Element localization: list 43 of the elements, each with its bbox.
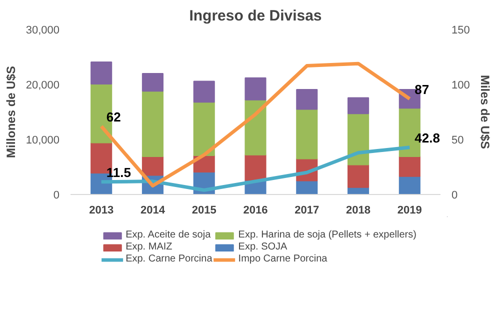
x-tick-label: 2013 <box>89 204 114 216</box>
legend-label: Impo Carne Porcina <box>238 254 328 264</box>
bar <box>296 108 318 160</box>
x-tick-label: 2018 <box>346 204 371 216</box>
y2-tick-label: 0 <box>452 190 458 202</box>
y-tick-label: 20,000 <box>26 80 60 92</box>
x-tick-label: 2017 <box>294 204 320 216</box>
legend-label: Exp. MAIZ <box>126 242 172 252</box>
bar <box>193 102 215 156</box>
y2-tick-label: 150 <box>452 24 470 36</box>
legend-label: Exp. SOJA <box>238 242 288 252</box>
bar <box>142 156 164 176</box>
chart-title: Ingreso de Divisas <box>189 8 322 24</box>
line-series <box>100 146 412 192</box>
legend-label: Exp. Aceite de soja <box>126 230 211 240</box>
bar <box>348 113 370 166</box>
line-series <box>100 62 412 188</box>
y2-tick-label: 100 <box>452 80 470 92</box>
legend-label: Exp. Carne Porcina <box>126 254 212 264</box>
y-tick-label: 0 <box>53 190 60 202</box>
bar <box>296 88 318 110</box>
y2-tick-label: 50 <box>452 134 464 146</box>
y2-axis-title: Miles de U$S <box>478 74 492 150</box>
y-tick-label: 10,000 <box>26 134 60 146</box>
bar <box>244 77 266 100</box>
bar <box>348 164 370 188</box>
x-tick-label: 2015 <box>192 204 216 216</box>
y-axis-title: Millones de U$S <box>4 66 18 158</box>
y-tick-label: 30,000 <box>26 24 60 36</box>
bar <box>90 61 112 84</box>
x-tick-label: 2016 <box>243 204 268 216</box>
x-tick-label: 2019 <box>397 204 422 216</box>
legend-label: Exp. Harina de soja (Pellets + expellers) <box>238 230 416 240</box>
bar <box>398 176 420 194</box>
bar <box>398 156 420 177</box>
bar <box>142 90 164 158</box>
bar <box>142 73 164 92</box>
bar <box>244 99 266 156</box>
bar <box>244 154 266 181</box>
bar <box>348 97 370 114</box>
x-tick-label: 2014 <box>140 204 166 216</box>
data-label: 87 <box>414 82 430 97</box>
bar <box>193 80 215 103</box>
